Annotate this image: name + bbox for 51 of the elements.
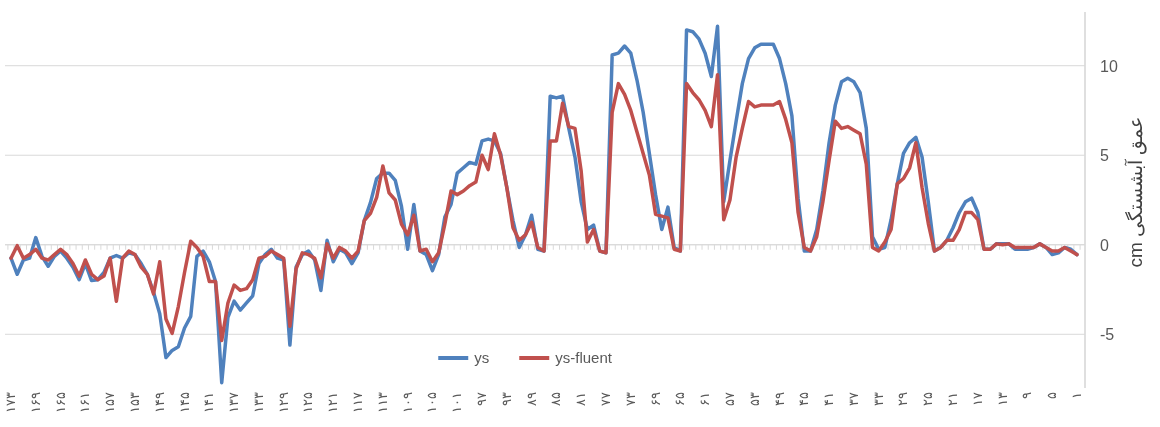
x-tick-label: ۱۰۹ [399,392,415,413]
y-tick-label: 0 [1100,236,1109,254]
x-tick-label: ۳۷ [845,392,861,406]
x-tick-label: ۴۹ [771,392,787,406]
x-tick-label: ۸۹ [523,392,539,406]
x-tick-label: ۱۲۵ [300,392,316,413]
legend-label: ys [474,349,490,366]
x-tick-label: ۱۲۹ [275,392,291,413]
x-tick-label: ۱۰۵ [424,392,440,413]
x-tick-label: ۱۴۹ [151,392,167,413]
x-tick-label: ۱۰۱ [449,392,465,413]
x-tick-label: ۷۷ [597,392,613,406]
x-tick-label: ۹۷ [474,392,490,406]
y-tick-label: 5 [1100,147,1109,165]
x-tick-label: ۶۹ [647,392,663,406]
x-tick-label: ۸۵ [548,392,564,406]
x-tick-label: ۵ [1044,392,1060,399]
x-tick-label: ۱۷۳ [3,392,18,413]
x-tick-label: ۱۶۵ [52,392,68,413]
y-axis-title: عمق آبشستگی cm [1124,116,1147,268]
x-tick-label: ۳۳ [870,392,886,406]
x-tick-label: ۱۱۳ [374,392,390,413]
x-tick-label: ۴۱ [821,392,837,406]
x-tick-label: ۶۵ [672,392,688,406]
x-tick-label: ۱۴۵ [176,392,192,413]
x-tick-label: ۹ [1019,392,1035,399]
x-tick-label: ۱۱۷ [350,392,366,413]
x-tick-label: ۱۵۳ [126,392,142,413]
x-tick-label: ۱۳ [994,392,1010,406]
x-tick-label: ۵۷ [721,392,737,406]
legend-label: ys-fluent [555,349,613,366]
x-tick-label: ۷۳ [622,392,638,406]
x-tick-label: ۱۲۱ [325,392,341,413]
x-tick-label: ۱۳۳ [250,392,266,413]
x-tick-label: ۱۶۱ [77,392,93,413]
x-tick-label: ۵۳ [746,392,762,406]
y-tick-label: -5 [1100,326,1115,344]
x-tick-label: ۲۹ [895,392,911,406]
x-tick-label: ۲۵ [920,392,936,406]
y-tick-label: 10 [1100,57,1118,75]
x-tick-label: ۱۴۱ [201,392,217,413]
x-tick-label: ۲۱ [945,392,961,406]
x-tick-label: ۴۵ [796,392,812,406]
x-tick-label: ۱ [1069,392,1084,399]
x-tick-label: ۸۱ [573,392,589,406]
x-tick-label: ۹۳ [498,392,514,406]
x-tick-label: ۱۷ [969,392,985,406]
x-tick-label: ۱۶۹ [27,392,43,413]
x-tick-label: ۶۱ [697,392,713,406]
x-tick-label: ۱۵۷ [102,392,118,413]
x-tick-label: ۱۳۷ [226,392,242,413]
